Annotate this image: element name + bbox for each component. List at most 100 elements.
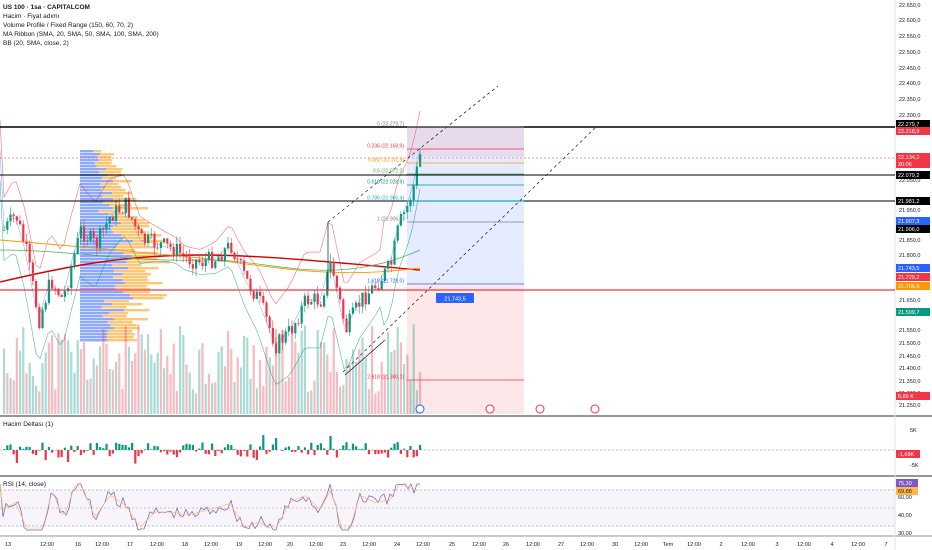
vp-bar-down	[93, 150, 102, 153]
candle-body	[60, 295, 63, 297]
delta-bar	[326, 450, 329, 455]
delta-bar	[239, 450, 242, 457]
price-tick-label: 21.500,0	[899, 341, 920, 347]
legend-symbol[interactable]: US 100 · 1sa · CAPITALCOM	[3, 4, 90, 11]
vp-bar-up	[80, 240, 133, 243]
volume-bar	[319, 341, 322, 414]
delta-bar	[159, 450, 162, 453]
candle-body	[83, 226, 86, 242]
fibonacci-extension[interactable]: 0 (22.279,7) 0.236 (22.168,9) 0.382 (22.11…	[367, 122, 524, 381]
candle-body	[383, 268, 386, 281]
price-tick-label: 21.450,0	[899, 354, 920, 360]
rsi-indicator[interactable]	[0, 483, 895, 531]
rsi-ma-line[interactable]	[0, 485, 420, 529]
delta-bar	[76, 446, 79, 450]
volume-bar	[233, 381, 236, 414]
long-position-profit-zone[interactable]	[407, 127, 524, 284]
time-tick-label: Tem	[663, 542, 674, 548]
price-tick-label: 22.550,0	[899, 34, 920, 40]
vp-bar-down	[96, 165, 117, 168]
long-position-loss-zone[interactable]	[407, 284, 524, 414]
candle-body	[185, 255, 188, 257]
candle-body	[358, 302, 361, 307]
volume-bar	[310, 390, 313, 414]
vp-bar-up	[80, 327, 114, 330]
candle-body	[249, 278, 252, 292]
vp-bar-up	[80, 339, 108, 342]
volume-bar	[371, 326, 374, 414]
event-flag-icon[interactable]	[590, 404, 600, 414]
bb-lower-band[interactable]	[0, 179, 421, 385]
vp-bar-up	[80, 303, 113, 306]
price-badge	[896, 392, 930, 400]
volume-bar	[243, 335, 246, 414]
event-flag-icon[interactable]	[535, 404, 545, 414]
delta-bar	[403, 448, 406, 450]
delta-bar	[297, 446, 300, 450]
vp-bar-down	[99, 183, 119, 186]
delta-bar	[22, 448, 25, 450]
fib-level-label: 0.786 (21.966,4)	[367, 196, 404, 202]
channel-upper-line[interactable]	[327, 85, 499, 223]
channel-base-line[interactable]	[344, 339, 386, 376]
vp-bar-down	[115, 288, 150, 291]
ma-200-line[interactable]	[0, 254, 421, 283]
ma-ribbon[interactable]	[0, 239, 421, 283]
candle-body	[63, 291, 66, 297]
volume-bar	[92, 358, 95, 414]
volume-bar	[41, 363, 44, 414]
price-tick-label: 22.050,0	[899, 178, 920, 184]
candle-body	[415, 166, 418, 186]
volume-bar	[73, 372, 76, 414]
candle-body	[367, 293, 370, 305]
volume-bar	[419, 372, 422, 414]
bb-basis[interactable]	[0, 149, 421, 345]
delta-bar	[332, 448, 335, 450]
legend-bollinger[interactable]: BB (20, SMA, close, 2)	[3, 40, 69, 47]
volume-bar	[54, 389, 57, 414]
candle-body	[396, 225, 399, 241]
range-label-box[interactable]	[436, 293, 474, 303]
candle-body	[140, 229, 143, 234]
bollinger-bands[interactable]	[0, 110, 421, 385]
event-flag-icon[interactable]	[485, 404, 495, 414]
volume-bar	[364, 358, 367, 414]
volume-bar	[412, 324, 415, 414]
vp-bar-up	[80, 219, 117, 222]
delta-bar	[63, 447, 66, 450]
rsi-pane-label[interactable]: RSI (14, close)	[3, 481, 46, 488]
delta-bar	[355, 446, 358, 450]
volume-bar	[12, 380, 15, 414]
economic-events[interactable]	[415, 404, 600, 414]
delta-pane-label[interactable]: Hacim Deltası (1)	[3, 421, 54, 428]
vp-bar-down	[115, 249, 136, 252]
channel-lower-line[interactable]	[342, 127, 596, 373]
candle-body	[313, 293, 316, 302]
candle-body	[150, 233, 153, 235]
candlesticks[interactable]	[3, 147, 422, 357]
ma-100-line[interactable]	[0, 239, 421, 274]
candle-body	[374, 285, 377, 289]
rsi-line[interactable]	[0, 483, 420, 531]
volume-bar	[275, 328, 278, 414]
event-flag-icon[interactable]	[415, 404, 425, 414]
legend-volume[interactable]: Hacim · Fiyat adımı	[3, 13, 60, 20]
volume-bar	[172, 343, 175, 414]
price-tick-label: 22.400,0	[899, 81, 920, 87]
delta-bar	[220, 450, 223, 454]
candle-body	[326, 271, 329, 296]
bb-upper-band[interactable]	[0, 110, 421, 305]
fib-level-label: 1.618 (21.728,0)	[367, 279, 404, 285]
time-axis[interactable]: 13 12:00 16 12:00 17 12:00 18 12:00 19 12:00 20 12:…	[5, 542, 888, 548]
candle-body	[86, 240, 89, 242]
volume-profile[interactable]	[80, 150, 170, 342]
delta-bar	[214, 450, 217, 457]
legend-ma-ribbon[interactable]: MA Ribbon (SMA, 20, SMA, 50, SMA, 100, S…	[3, 31, 159, 38]
volume-bar	[150, 354, 153, 414]
price-axis[interactable]: 22.650,0 22.600,0 22.550,0 22.500,0 22.450,0…	[899, 3, 920, 409]
candle-body	[393, 240, 396, 265]
time-tick-label: 12:00	[472, 542, 486, 548]
legend-volume-profile[interactable]: Volume Profile / Fixed Range (150, 60, 7…	[3, 22, 134, 29]
fib-level-label: 0.618 (22.028,9)	[367, 180, 404, 186]
